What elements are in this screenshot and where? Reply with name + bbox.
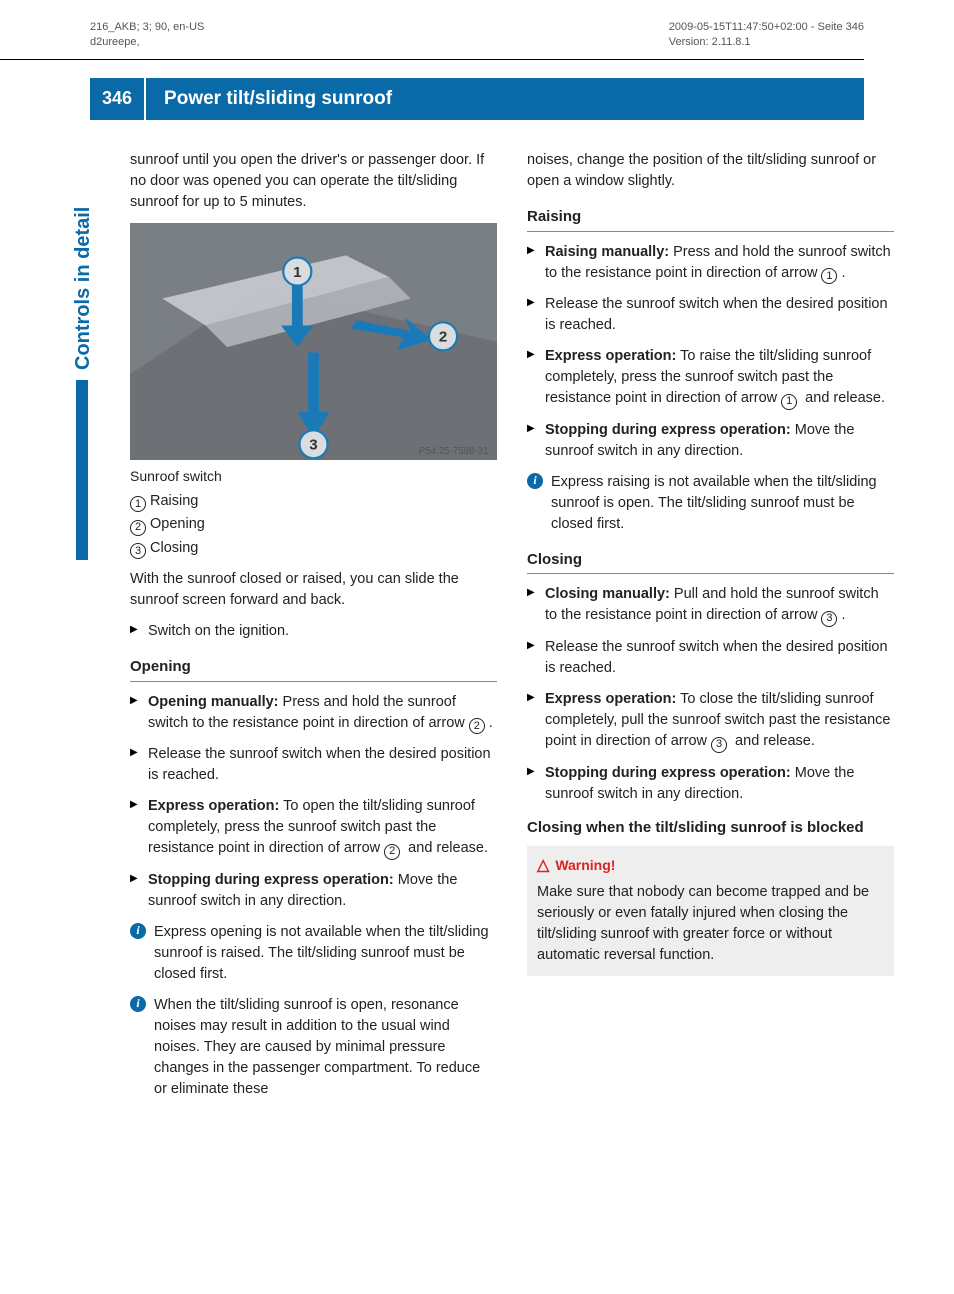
left-column: sunroof until you open the driver's or p… [130,150,497,1110]
step-ignition: Switch on the ignition. [130,621,497,642]
title-bar: 346 Power tilt/sliding sunroof [0,78,954,120]
svg-text:3: 3 [309,437,317,454]
svg-text:2: 2 [439,329,447,346]
sunroof-figure: 1 2 3 P54.25-7598-31 [130,223,497,460]
meta-left-1: 216_AKB; 3; 90, en-US [90,20,204,35]
legend-1: 1Raising [130,491,497,513]
opening-info-1: Express opening is not available when th… [130,922,497,985]
raising-heading: Raising [527,206,894,232]
after-figure-text: With the sunroof closed or raised, you c… [130,569,497,611]
meta-left-2: d2ureepe, [90,35,204,50]
figure-caption: Sunroof switch [130,466,497,486]
meta-right-1: 2009-05-15T11:47:50+02:00 - Seite 346 [669,20,864,35]
header-rule [0,59,864,60]
raising-step-2: Release the sunroof switch when the desi… [527,294,894,336]
opening-info-2: When the tilt/sliding sunroof is open, r… [130,995,497,1100]
warning-title: Warning! [537,854,884,877]
cont-text: noises, change the position of the tilt/… [527,150,894,192]
blocked-heading: Closing when the tilt/sliding sunroof is… [527,817,894,839]
closing-step-4: Stopping during express operation: Move … [527,763,894,805]
closing-step-3: Express operation: To close the tilt/sli… [527,689,894,753]
opening-step-2: Release the sunroof switch when the desi… [130,744,497,786]
opening-heading: Opening [130,656,497,682]
opening-step-4: Stopping during express operation: Move … [130,870,497,912]
right-column: noises, change the position of the tilt/… [527,150,894,1110]
legend-3: 3Closing [130,538,497,560]
raising-step-1: Raising manually: Press and hold the sun… [527,242,894,285]
raising-step-4: Stopping during express operation: Move … [527,420,894,462]
legend-2: 2Opening [130,514,497,536]
opening-step-3: Express operation: To open the tilt/slid… [130,796,497,860]
page-title: Power tilt/sliding sunroof [146,78,864,120]
figure-ref: P54.25-7598-31 [419,446,489,457]
warning-body: Make sure that nobody can become trapped… [537,882,884,966]
opening-step-1: Opening manually: Press and hold the sun… [130,692,497,735]
raising-info: Express raising is not available when th… [527,472,894,535]
intro-text: sunroof until you open the driver's or p… [130,150,497,213]
content: sunroof until you open the driver's or p… [0,120,954,1110]
page-number: 346 [90,78,146,120]
closing-heading: Closing [527,549,894,575]
raising-step-3: Express operation: To raise the tilt/sli… [527,346,894,410]
svg-text:1: 1 [293,264,301,281]
closing-step-1: Closing manually: Pull and hold the sunr… [527,584,894,627]
warning-box: Warning! Make sure that nobody can becom… [527,846,894,975]
header-meta: 216_AKB; 3; 90, en-US d2ureepe, 2009-05-… [0,0,954,59]
side-tab: Controls in detail [72,207,95,370]
side-tab-label: Controls in detail [72,207,94,370]
meta-right-2: Version: 2.11.8.1 [669,35,864,50]
closing-step-2: Release the sunroof switch when the desi… [527,637,894,679]
